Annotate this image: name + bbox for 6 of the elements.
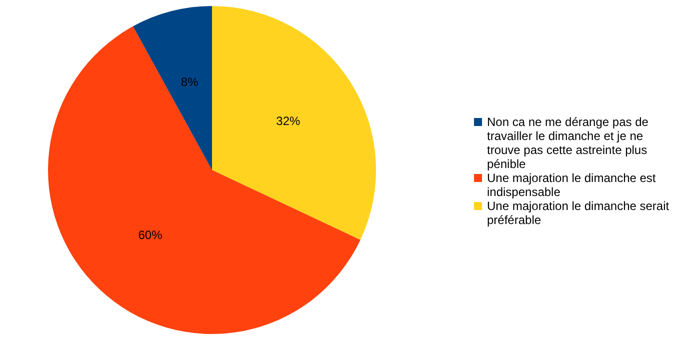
data-label: 32% (276, 114, 300, 128)
data-label: 8% (180, 74, 199, 89)
legend-label: Non ca ne me dérange pas de travailler le dimanche et je ne trouve pas cette astreinte plus pénible (487, 115, 650, 171)
data-label: 60% (138, 228, 163, 242)
legend-label: Une majoration le dimanche serait préférable (487, 199, 670, 227)
legend-label: Une majoration le dimanche est indispensable (487, 171, 657, 199)
